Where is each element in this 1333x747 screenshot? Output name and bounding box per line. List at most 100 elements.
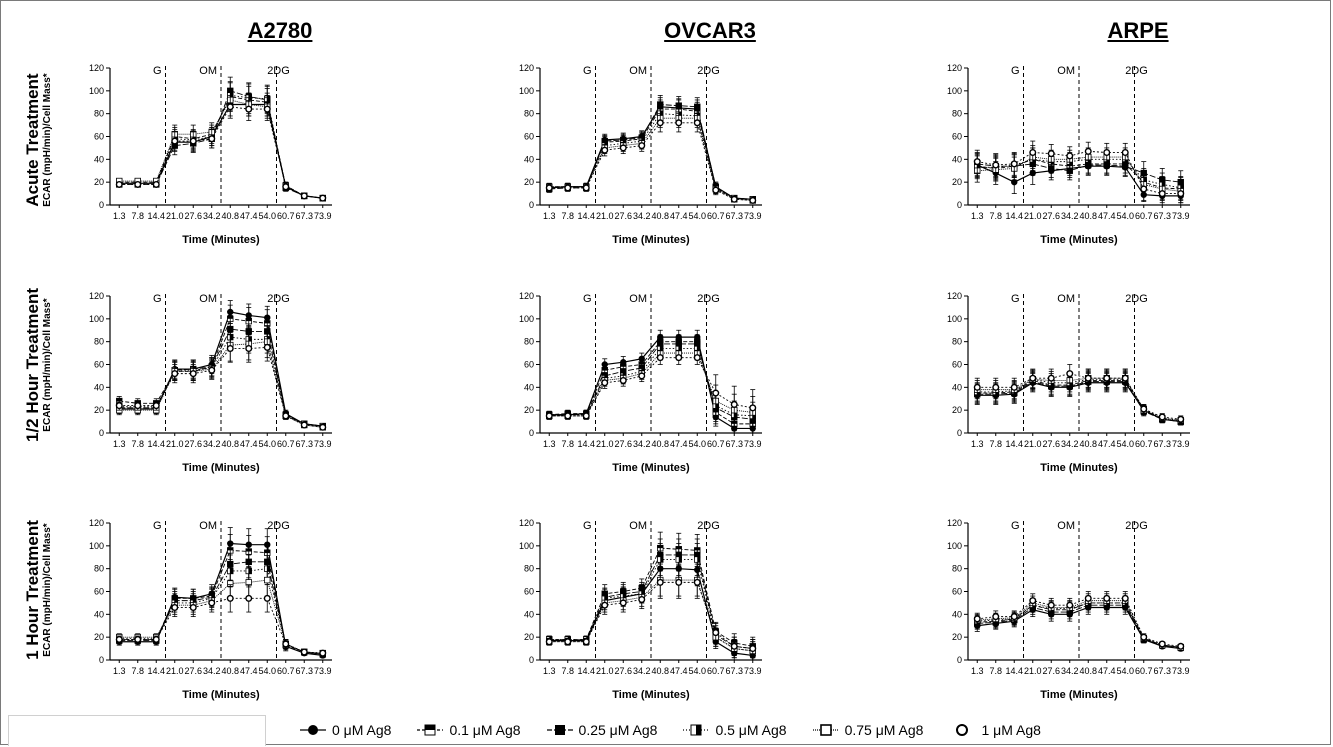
data-point-half xyxy=(697,345,701,352)
legend-label: 0.5 μM Ag8 xyxy=(715,722,787,738)
injection-label: G xyxy=(1011,293,1020,305)
data-point xyxy=(973,158,981,166)
x-tick-label: 7.8 xyxy=(561,211,574,221)
y-tick-label: 20 xyxy=(94,177,104,187)
x-tick-label: 34.2 xyxy=(203,666,221,676)
x-tick-label: 54.0 xyxy=(688,211,706,221)
y-tick-label: 20 xyxy=(94,405,104,415)
data-point xyxy=(564,184,572,192)
x-tick-label: 34.2 xyxy=(633,439,651,449)
series-line-4 xyxy=(549,579,753,652)
data-point xyxy=(319,423,327,431)
y-tick-label: 120 xyxy=(89,63,104,73)
series-line-5 xyxy=(977,597,1181,647)
data-point-half xyxy=(977,164,981,171)
x-tick-label: 40.8 xyxy=(651,439,669,449)
x-tick-label: 67.3 xyxy=(1153,666,1171,676)
data-point xyxy=(264,576,271,584)
column-title-a2780: A2780 xyxy=(247,18,313,43)
data-point xyxy=(992,613,1000,621)
x-tick-label: 14.4 xyxy=(577,666,595,676)
x-tick-label: 54.0 xyxy=(1116,666,1134,676)
x-tick-label: 67.3 xyxy=(725,211,743,221)
x-tick-label: 54.0 xyxy=(258,211,276,221)
data-point-half xyxy=(267,96,271,102)
injection-label: OM xyxy=(629,520,647,532)
x-tick-label: 21.0 xyxy=(1024,211,1042,221)
series-line-1 xyxy=(549,547,753,647)
y-tick-label: 40 xyxy=(94,609,104,619)
x-axis-label: Time (Minutes) xyxy=(612,689,690,701)
y-tick-label: 120 xyxy=(89,518,104,528)
y-tick-label: 40 xyxy=(94,154,104,164)
data-point xyxy=(749,645,757,653)
data-point xyxy=(656,578,664,586)
injection-label: 2DG xyxy=(697,520,720,532)
column-title-arpe: ARPE xyxy=(1107,18,1169,43)
y-tick-label: 80 xyxy=(524,337,534,347)
data-point xyxy=(208,135,216,143)
y-tick-label: 80 xyxy=(524,564,534,574)
x-tick-label: 67.3 xyxy=(295,666,313,676)
injection-label: 2DG xyxy=(697,293,720,305)
data-point xyxy=(263,594,271,602)
data-point xyxy=(189,370,197,378)
y-tick-label: 60 xyxy=(524,587,534,597)
x-tick-label: 34.2 xyxy=(1061,439,1079,449)
x-tick-label: 27.6 xyxy=(1042,666,1060,676)
x-tick-label: 14.4 xyxy=(1005,666,1023,676)
data-point-half xyxy=(248,336,252,343)
y-tick-label: 80 xyxy=(524,109,534,119)
x-tick-label: 60.7 xyxy=(277,666,295,676)
x-tick-label: 7.8 xyxy=(989,211,1002,221)
data-point-half xyxy=(660,345,664,352)
x-tick-label: 27.6 xyxy=(1042,439,1060,449)
data-point xyxy=(675,119,683,127)
y-tick-label: 80 xyxy=(94,109,104,119)
x-tick-label: 60.7 xyxy=(1135,666,1153,676)
x-tick-label: 1.3 xyxy=(971,439,984,449)
x-tick-label: 47.4 xyxy=(670,666,688,676)
data-point-half xyxy=(678,556,682,563)
data-point xyxy=(1140,633,1148,641)
x-tick-label: 54.0 xyxy=(688,439,706,449)
x-tick-label: 40.8 xyxy=(1079,211,1097,221)
x-tick-label: 7.8 xyxy=(131,666,144,676)
legend-label: 1 μM Ag8 xyxy=(981,722,1041,738)
data-point xyxy=(1158,640,1166,648)
data-point xyxy=(1029,148,1037,156)
y-tick-label: 0 xyxy=(529,200,534,210)
data-point-half xyxy=(1180,185,1184,191)
data-point xyxy=(693,578,701,586)
y-tick-label: 80 xyxy=(952,109,962,119)
data-point xyxy=(712,389,720,397)
legend-item-2: 0.25 μM Ag8 xyxy=(546,722,657,738)
data-point xyxy=(152,402,160,410)
legend-marker-filled-square-icon xyxy=(546,725,573,735)
x-axis-label: Time (Minutes) xyxy=(182,234,260,246)
data-point xyxy=(545,184,553,192)
x-tick-label: 60.7 xyxy=(277,439,295,449)
x-tick-label: 14.4 xyxy=(1005,211,1023,221)
data-point xyxy=(730,642,738,650)
y-tick-label: 120 xyxy=(519,63,534,73)
data-point xyxy=(693,119,701,127)
data-point xyxy=(319,649,327,657)
x-tick-label: 21.0 xyxy=(166,211,184,221)
x-tick-label: 7.8 xyxy=(131,439,144,449)
panel-2-0: 0 20 40 60 80 100 120 1.3 7.8 14.4 21.0 27.6 34.2 40.… xyxy=(89,518,332,701)
data-point xyxy=(300,192,308,200)
data-point xyxy=(115,180,123,188)
data-point xyxy=(564,638,572,646)
data-point xyxy=(656,354,664,362)
data-point xyxy=(226,103,234,111)
x-tick-label: 7.8 xyxy=(989,666,1002,676)
data-point xyxy=(1010,160,1018,168)
x-tick-label: 67.3 xyxy=(725,439,743,449)
y-tick-label: 120 xyxy=(519,518,534,528)
legend-marker-open-circle-icon xyxy=(956,724,969,736)
x-tick-label: 7.8 xyxy=(131,211,144,221)
data-point-half xyxy=(623,593,627,599)
data-point-half xyxy=(715,402,719,409)
